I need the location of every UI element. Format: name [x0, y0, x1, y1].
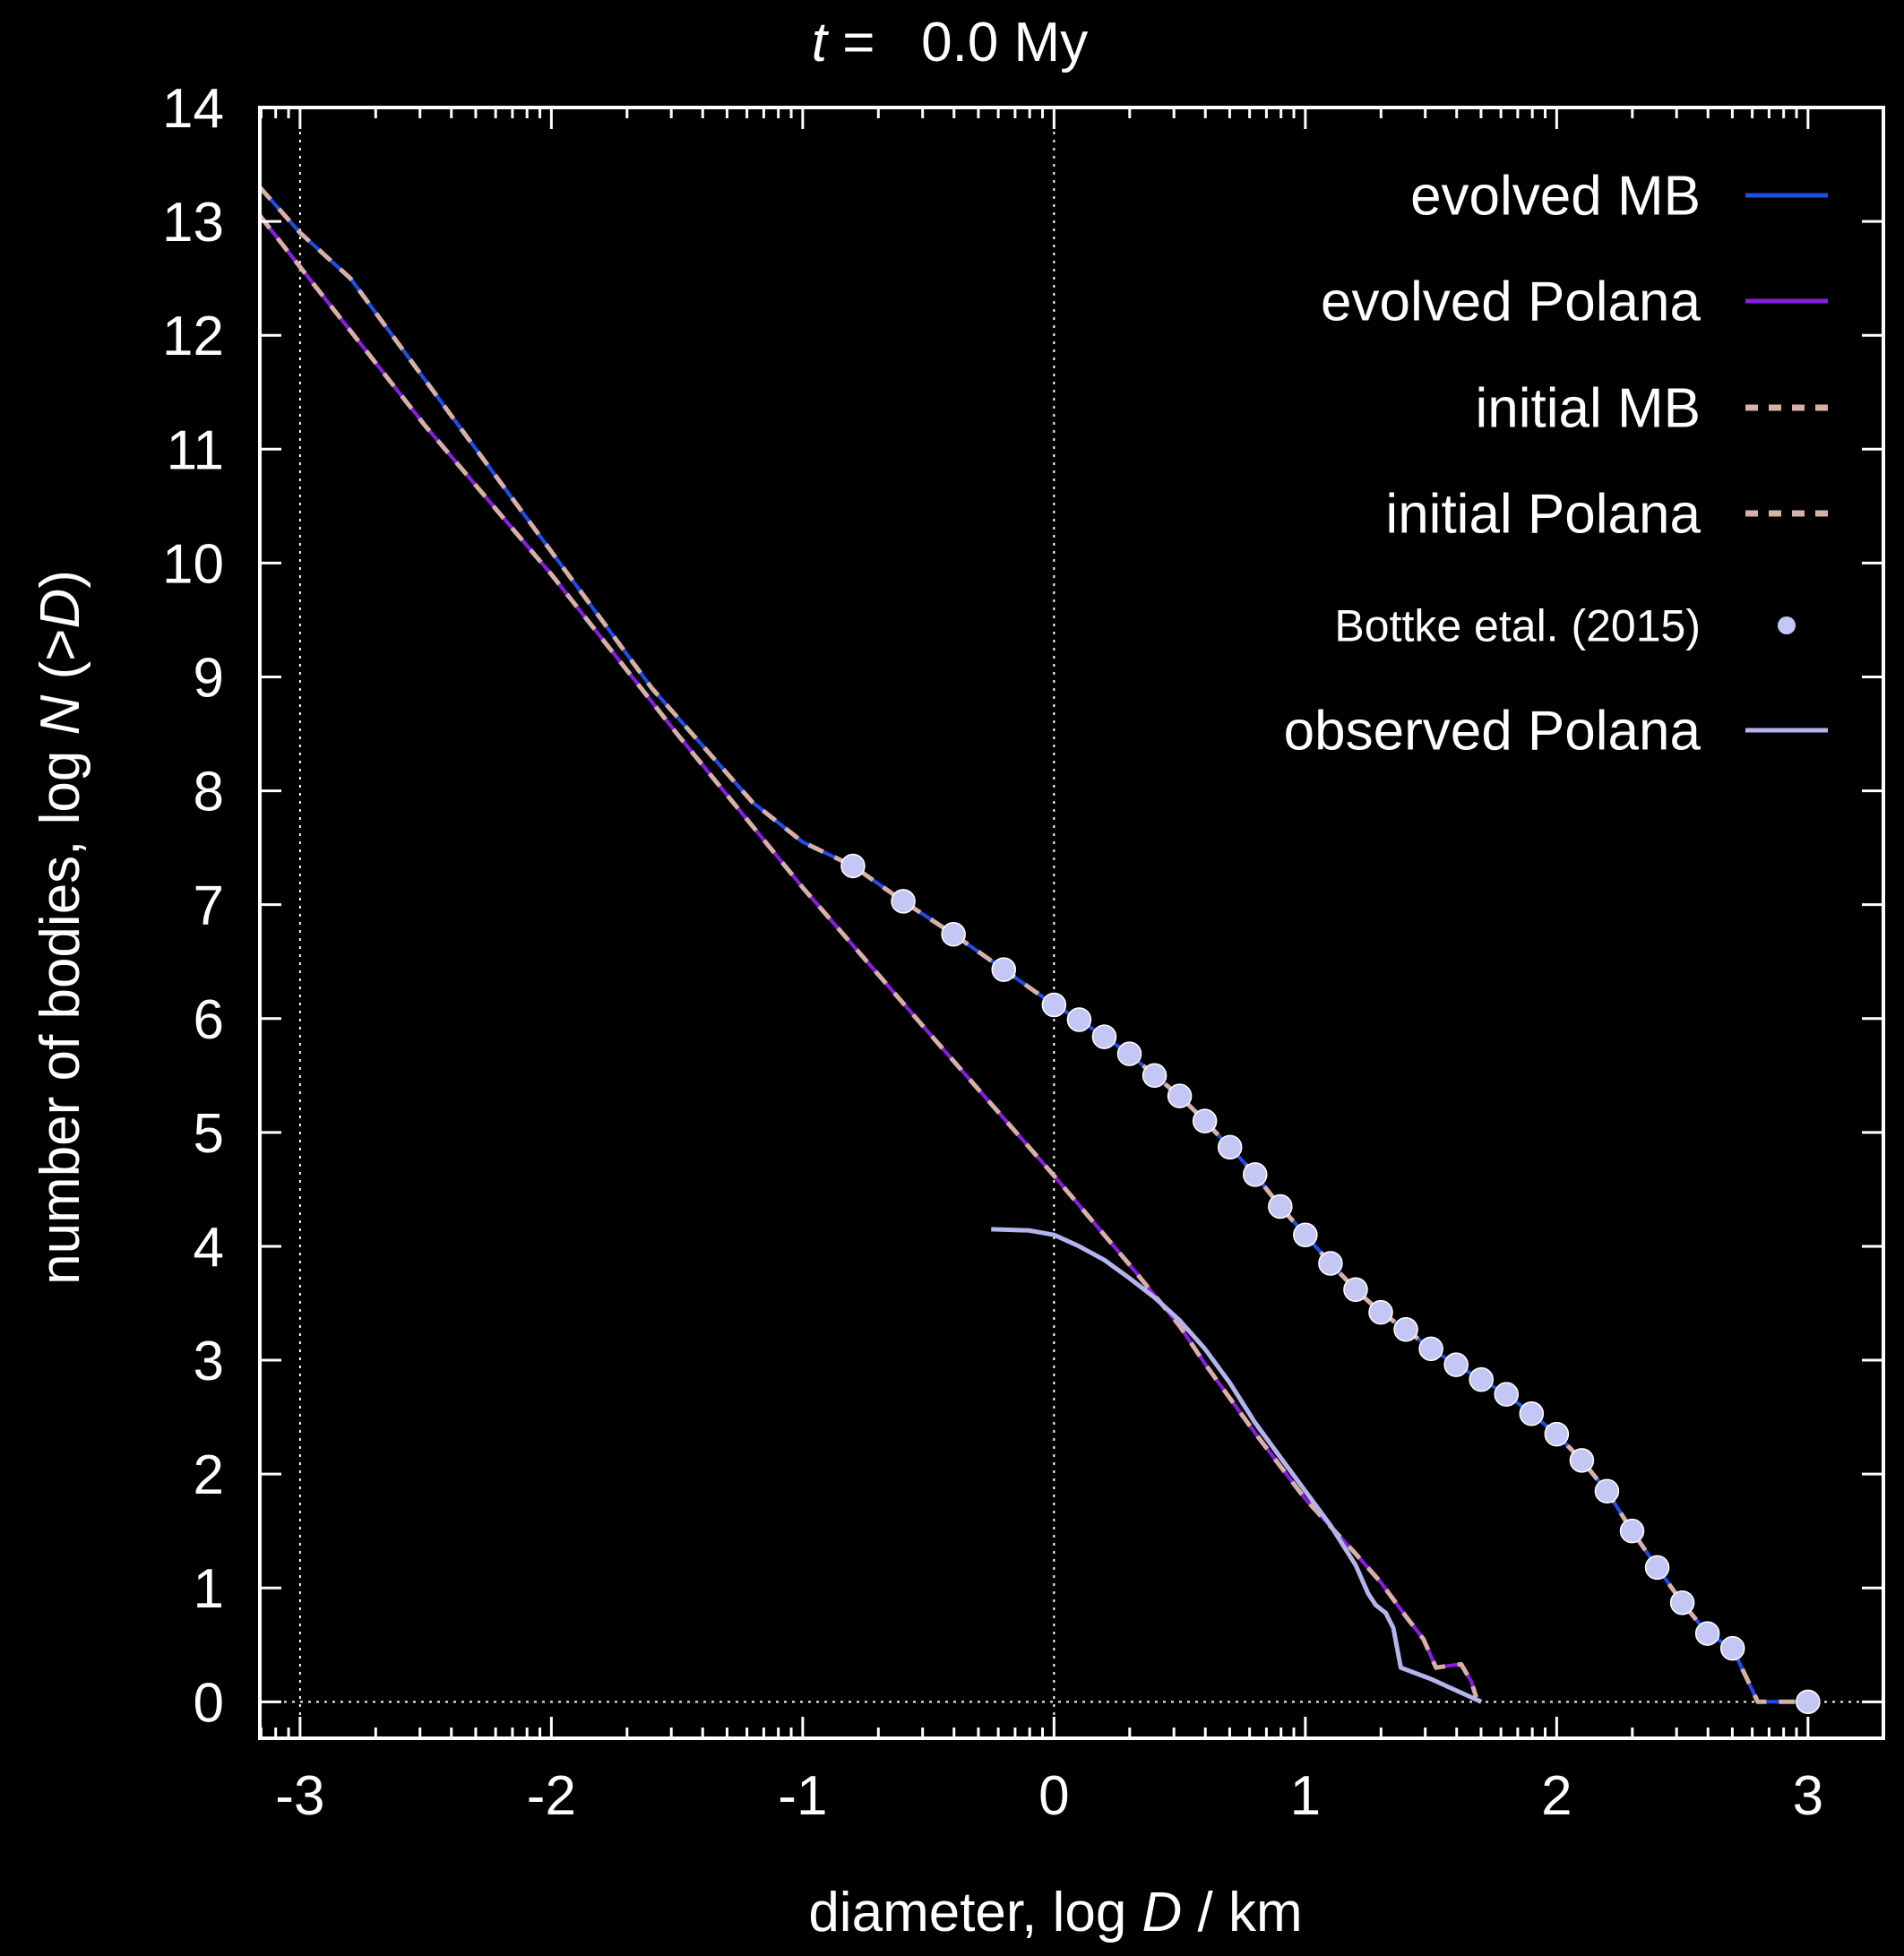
legend-label: Bottke etal. (2015) [1334, 601, 1701, 651]
legend-label: evolved MB [1410, 166, 1701, 228]
data-point [1167, 1083, 1193, 1108]
data-point [941, 921, 966, 947]
data-point [1368, 1299, 1393, 1325]
data-point [1418, 1336, 1443, 1362]
data-point [1569, 1448, 1595, 1473]
data-point [1519, 1401, 1545, 1426]
x-axis-label: diameter, log D / km [808, 1882, 1302, 1943]
legend-label: initial MB [1475, 378, 1701, 440]
y-tick-label: 4 [194, 1217, 224, 1279]
series-observed-polana [991, 1227, 1483, 1704]
data-point [991, 957, 1017, 982]
legend-label: evolved Polana [1321, 271, 1701, 333]
y-tick-label: 5 [194, 1103, 224, 1165]
y-tick-label: 8 [194, 762, 224, 823]
chart-title: t = 0.0 My [812, 12, 1088, 73]
grid-lines [260, 108, 1883, 1738]
x-tick-label: 2 [1541, 1765, 1572, 1827]
legend-label: initial Polana [1385, 484, 1701, 546]
y-tick-label: 2 [194, 1444, 224, 1506]
plot-frame [258, 106, 1885, 1740]
series-bottke-etal-2015 [840, 853, 1821, 1715]
x-axis-label-suffix: / km [1182, 1882, 1302, 1943]
y-tick-label: 13 [162, 192, 224, 254]
data-point [891, 889, 916, 914]
y-tick-label: 6 [194, 989, 224, 1051]
title-variable: t [812, 12, 830, 73]
data-point [1066, 1007, 1092, 1032]
y-axis-label: number of bodies, log N (>D) [30, 570, 91, 1285]
data-point [1192, 1108, 1218, 1133]
data-point [1443, 1352, 1469, 1377]
series-line [258, 185, 1808, 1704]
series-line [991, 1227, 1483, 1704]
data-point [1091, 1024, 1117, 1049]
x-tick-label: -2 [527, 1765, 576, 1827]
data-point [1268, 1193, 1293, 1219]
y-tick-label: 9 [194, 647, 224, 709]
data-point [1694, 1621, 1720, 1646]
y-axis-label-middle: (> [30, 629, 91, 695]
x-tick-label: -1 [778, 1765, 827, 1827]
data-point [1644, 1555, 1670, 1581]
data-point [1343, 1277, 1368, 1302]
data-point [1217, 1134, 1243, 1160]
y-tick-label: 3 [194, 1331, 224, 1392]
data-point [1243, 1162, 1268, 1187]
x-tick-label: 3 [1793, 1765, 1823, 1827]
data-point [1594, 1478, 1620, 1504]
x-tick-label: 1 [1290, 1765, 1321, 1827]
data-point [840, 853, 866, 879]
data-point [1293, 1222, 1318, 1247]
x-axis-label-prefix: diameter, log [808, 1882, 1142, 1943]
data-point [1619, 1518, 1645, 1544]
x-tick-labels: -3 -2 -1 0 1 2 3 [275, 1765, 1823, 1827]
data-point [1116, 1041, 1142, 1066]
data-point [1142, 1063, 1167, 1089]
legend-point-symbol [1778, 616, 1796, 634]
x-tick-label: 0 [1038, 1765, 1069, 1827]
y-tick-label: 7 [194, 875, 224, 937]
y-axis-label-variable-2: D [30, 589, 91, 629]
data-point [1669, 1590, 1695, 1616]
data-point [1041, 992, 1067, 1018]
y-tick-label: 0 [194, 1672, 224, 1734]
y-axis-label-prefix: number of bodies, log [30, 735, 91, 1285]
y-tick-label: 1 [194, 1558, 224, 1620]
data-point [1796, 1689, 1821, 1715]
data-point [1393, 1316, 1418, 1342]
x-tick-label: -3 [275, 1765, 324, 1827]
title-rest: = 0.0 My [827, 12, 1088, 73]
data-point [1318, 1251, 1343, 1276]
legend-label: observed Polana [1284, 701, 1702, 763]
legend: evolved MB evolved Polana initial MB initia… [1284, 166, 1828, 763]
y-tick-label: 10 [162, 533, 224, 595]
series-initial-mb [258, 185, 1808, 1704]
y-tick-label: 11 [167, 419, 224, 481]
data-point [1544, 1421, 1570, 1447]
series-initial-polana [258, 214, 1478, 1698]
x-axis-label-variable: D [1142, 1882, 1183, 1943]
y-tick-label: 14 [162, 78, 224, 140]
y-tick-label: 12 [162, 306, 224, 367]
series-line [258, 214, 1478, 1698]
y-axis-label-variable: N [30, 694, 91, 735]
data-point [1469, 1366, 1494, 1392]
data-point [1494, 1382, 1520, 1407]
series-layer [258, 185, 1821, 1715]
y-axis-label-suffix: ) [30, 570, 91, 589]
data-point [1719, 1635, 1745, 1661]
